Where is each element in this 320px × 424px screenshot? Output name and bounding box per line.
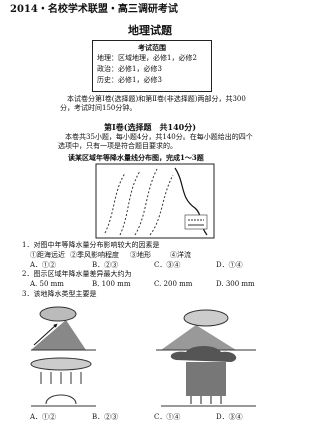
factor: ④洋流 (170, 251, 191, 259)
question-stem: 3．该地降水类型主要是 (22, 290, 97, 298)
section-title: 第Ⅰ卷(选择题 共140分) (103, 122, 196, 132)
precipitation-map (95, 163, 215, 239)
option: D. 300 mm (216, 280, 255, 288)
page: {"header": {"title": "2014・名校学术联盟・高三调研考试… (10, 4, 256, 422)
option: B. 100 mm (92, 280, 131, 288)
option: A. 50 mm (30, 280, 64, 288)
diagram-4 (161, 346, 256, 407)
rain-type-diagrams (30, 306, 256, 407)
option: A．①② (30, 261, 57, 269)
option-row: A．①② B．②③ C．①④ D．③④ (30, 413, 243, 422)
factor-row: ①距海远近 ②季风影响程度 ③地形 ④洋流 (30, 251, 191, 260)
option: D．①④ (216, 261, 243, 269)
option-row: A. 50 mm B. 100 mm C. 200 mm D. 300 mm (30, 280, 255, 289)
factor: ③地形 (130, 251, 151, 259)
scope-box: 考试范围 地理：区域地理，必修1，必修2 政治：必修1，必修3 历史：必修1，必… (92, 40, 212, 92)
scope-line: 历史：必修1，必修3 (97, 76, 162, 84)
factor: ①距海远近 (30, 251, 65, 259)
scope-heading: 考试范围 (138, 43, 166, 52)
diagram-2 (156, 309, 256, 351)
diagram-1 (31, 306, 96, 351)
instructions: 本卷共35小题，每小题4分，共140分。在每小题给出的四个选项中，只有一项是符合… (58, 133, 253, 150)
scope-line: 地理：区域地理，必修1，必修2 (97, 54, 197, 62)
subject-title: 地理试题 (128, 24, 172, 37)
question-stem: 1．对图中年等降水量分布影响较大的因素是 (22, 241, 160, 249)
option-row: A．①② B．②③ C．③④ D．①④ (30, 261, 243, 270)
option: B．②③ (92, 261, 119, 269)
question-stem: 2．图示区域年降水量差异最大约为 (22, 270, 132, 278)
option: B．②③ (92, 413, 119, 421)
option: C．③④ (154, 261, 181, 269)
diagram-3 (30, 357, 96, 407)
header-title: 2014・名校学术联盟・高三调研考试 (10, 4, 178, 15)
option: A．①② (30, 413, 57, 421)
option: C．①④ (154, 413, 181, 421)
option: D．③④ (216, 413, 243, 421)
scope-line: 政治：必修1，必修3 (97, 65, 162, 73)
intro: 本试卷分第Ⅰ卷(选择题)和第Ⅱ卷(非选择题)两部分，共300分，考试时间150分… (60, 95, 246, 112)
prompt: 读某区域年等降水量线分布图，完成1～3题 (68, 153, 204, 162)
option: C. 200 mm (154, 280, 193, 288)
factor: ②季风影响程度 (70, 251, 119, 259)
